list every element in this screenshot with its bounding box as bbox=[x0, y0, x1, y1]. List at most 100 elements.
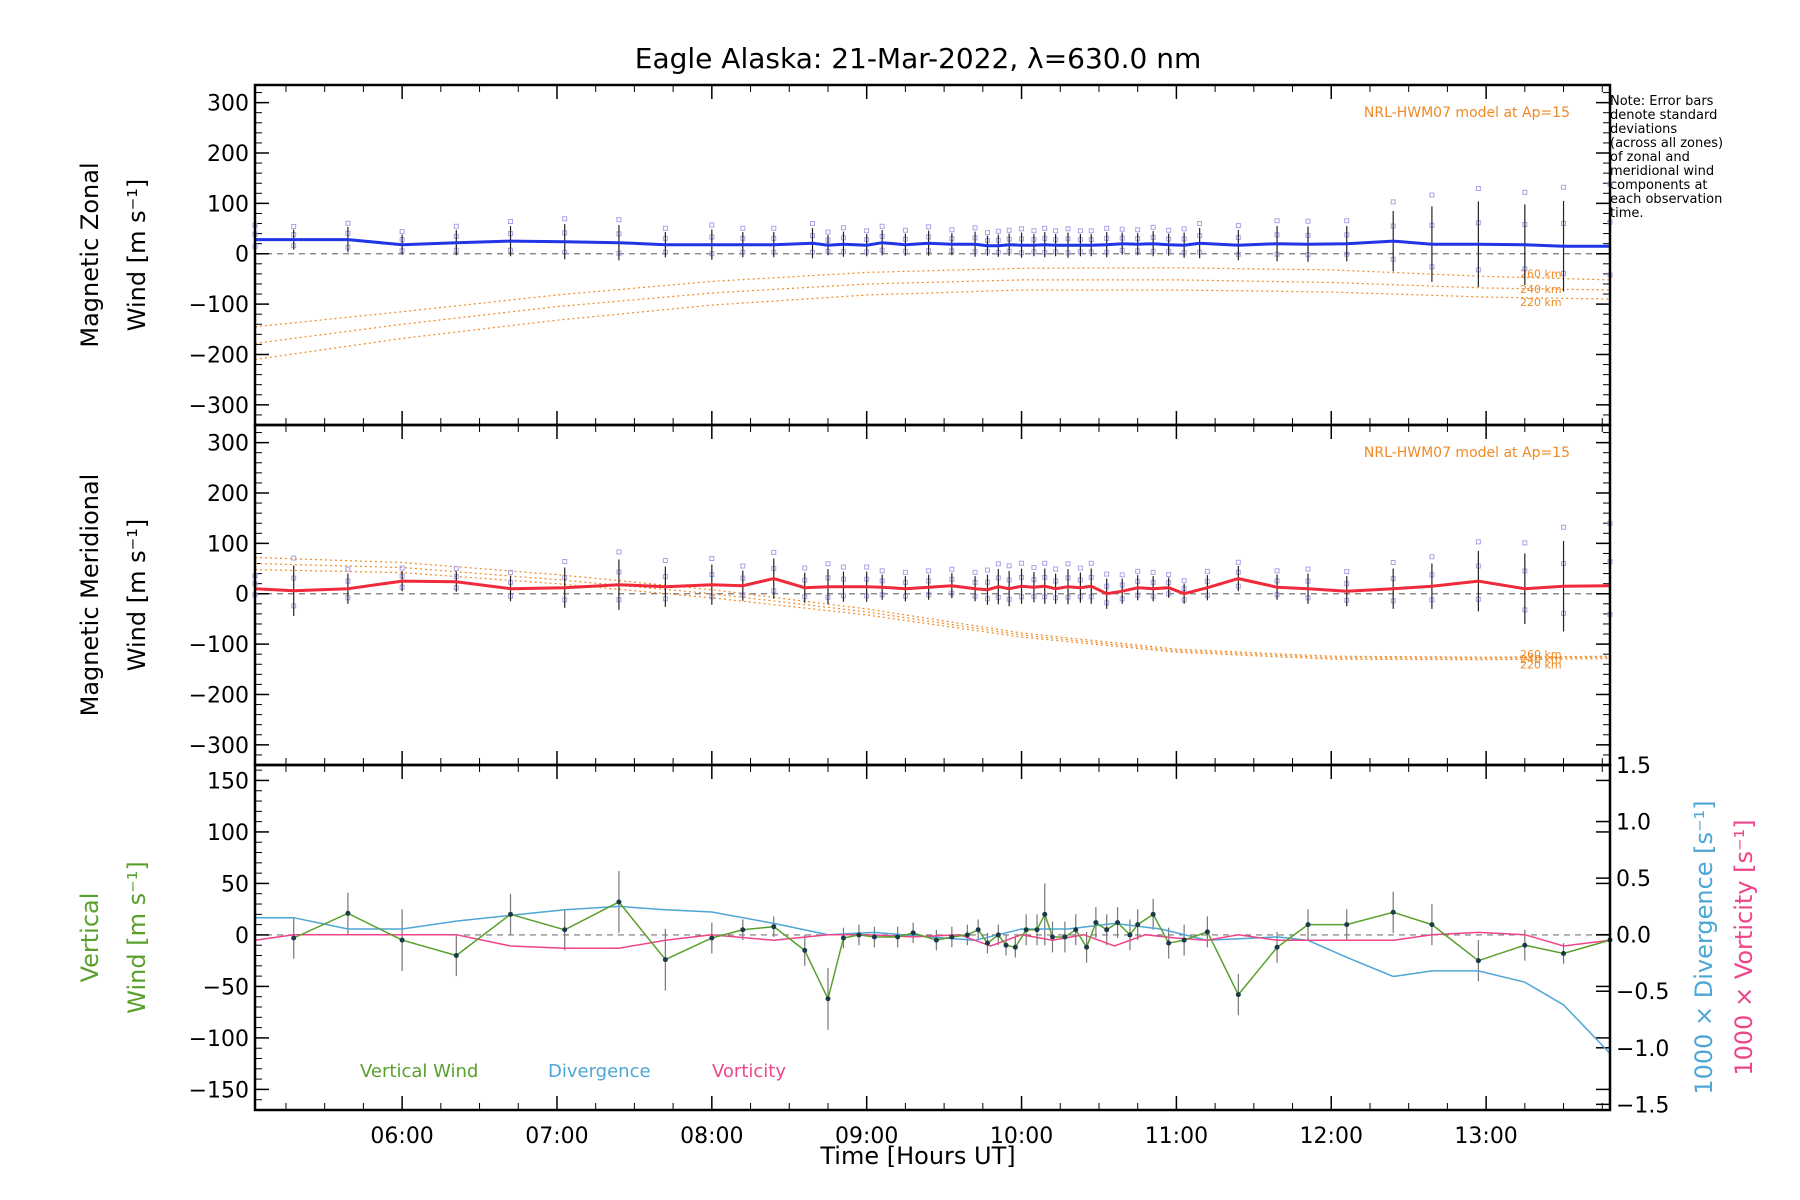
y-tick-label: −150 bbox=[189, 1078, 249, 1103]
vertical-wind-point bbox=[1093, 920, 1099, 926]
note-line: (across all zones) bbox=[1610, 136, 1723, 151]
zone-point bbox=[949, 227, 955, 233]
y-tick-label: −200 bbox=[189, 683, 249, 708]
zone-point bbox=[345, 220, 351, 226]
vorticity-line bbox=[254, 931, 1611, 949]
zone-point bbox=[1204, 568, 1210, 574]
zone-point bbox=[771, 225, 777, 231]
x-tick-label: 07:00 bbox=[525, 1124, 588, 1149]
y-axis-title: Magnetic Zonal bbox=[76, 162, 104, 347]
zone-point bbox=[1053, 566, 1059, 572]
zone-point bbox=[1561, 184, 1567, 190]
zone-point bbox=[1181, 226, 1187, 232]
vertical-wind-point bbox=[949, 934, 955, 940]
note-line: of zonal and bbox=[1610, 150, 1690, 165]
y-tick-label: 0 bbox=[235, 924, 249, 949]
vertical-wind-point bbox=[995, 932, 1001, 938]
right-y-tick-label: 1.5 bbox=[1616, 754, 1651, 779]
vertical-wind-point bbox=[1181, 937, 1187, 943]
zone-point bbox=[453, 566, 459, 572]
y-tick-label: −100 bbox=[189, 1027, 249, 1052]
zone-point bbox=[984, 230, 990, 236]
altitude-label: 260 km bbox=[1520, 267, 1562, 280]
y-axis-title: Wind [m s⁻¹] bbox=[123, 861, 151, 1013]
y-tick-label: −100 bbox=[189, 633, 249, 658]
note-line: each observation bbox=[1610, 192, 1722, 207]
zone-point bbox=[1561, 524, 1567, 530]
vertical-wind-line bbox=[293, 901, 1611, 1001]
zone-point bbox=[1006, 563, 1012, 569]
zone-point bbox=[879, 568, 885, 574]
y-axis-title: Wind [m s⁻¹] bbox=[123, 519, 151, 671]
zone-point bbox=[902, 569, 908, 575]
zone-point bbox=[399, 229, 405, 235]
zone-point bbox=[1274, 568, 1280, 574]
legend-item: Vorticity bbox=[712, 1061, 786, 1082]
altitude-label: 240 km bbox=[1520, 653, 1562, 666]
vertical-wind-point bbox=[910, 930, 916, 936]
y-tick-label: −100 bbox=[189, 293, 249, 318]
x-tick-label: 12:00 bbox=[1300, 1124, 1363, 1149]
altitude-label: 220 km bbox=[1520, 296, 1562, 309]
zone-point bbox=[1475, 539, 1481, 545]
altitude-label: 220 km bbox=[1520, 659, 1562, 672]
y-tick-label: −300 bbox=[189, 734, 249, 759]
zone-point bbox=[984, 567, 990, 573]
right-y-axis-title-part: 1000 × Vorticity bbox=[1730, 873, 1758, 1076]
y-tick-label: 300 bbox=[207, 432, 249, 457]
model-curve bbox=[254, 289, 1611, 361]
y-axis-title-part: Wind bbox=[123, 946, 151, 1014]
vertical-wind-point bbox=[984, 940, 990, 946]
vertical-wind-point bbox=[453, 953, 459, 959]
vertical-wind-point bbox=[975, 927, 981, 933]
zone-point bbox=[1077, 228, 1083, 234]
x-tick-label: 11:00 bbox=[1145, 1124, 1208, 1149]
y-axis-title: Vertical bbox=[76, 893, 104, 983]
right-y-tick-label: 0.0 bbox=[1616, 924, 1651, 949]
zone-point bbox=[399, 565, 405, 571]
zone-point bbox=[840, 564, 846, 570]
vertical-wind-point bbox=[1166, 940, 1172, 946]
y-tick-label: −300 bbox=[189, 394, 249, 419]
zone-point bbox=[1077, 565, 1083, 571]
zone-point bbox=[1305, 566, 1311, 572]
zone-point bbox=[1019, 560, 1025, 566]
vertical-wind-point bbox=[933, 937, 939, 943]
vertical-wind-point bbox=[1042, 911, 1048, 917]
right-y-axis-title-divergence: 1000 × Divergence [s⁻¹] bbox=[1690, 800, 1718, 1094]
vertical-wind-point bbox=[1012, 944, 1018, 950]
y-tick-label: 100 bbox=[207, 821, 249, 846]
zone-point bbox=[616, 549, 622, 555]
y-tick-label: −50 bbox=[203, 975, 249, 1000]
vertical-wind-point bbox=[1003, 942, 1009, 948]
vertical-wind-point bbox=[771, 924, 777, 930]
zone-point bbox=[926, 568, 932, 574]
vertical-wind-point bbox=[562, 927, 568, 933]
zone-point bbox=[1429, 554, 1435, 560]
panel-frame bbox=[253, 83, 1612, 427]
zone-point bbox=[1042, 225, 1048, 231]
vertical-wind-point bbox=[1084, 944, 1090, 950]
vertical-wind-point bbox=[1150, 911, 1156, 917]
vertical-wind-point bbox=[345, 910, 351, 916]
note-line: time. bbox=[1610, 206, 1644, 221]
zone-point bbox=[1042, 560, 1048, 566]
right-y-tick-label: 1.0 bbox=[1616, 811, 1651, 836]
vertical-wind-point bbox=[399, 937, 405, 943]
zone-point bbox=[1088, 228, 1094, 234]
model-curve bbox=[254, 569, 1611, 661]
zone-point bbox=[709, 555, 715, 561]
zone-point bbox=[1390, 199, 1396, 205]
vertical-wind-point bbox=[1023, 927, 1029, 933]
zone-point bbox=[1031, 228, 1037, 234]
zone-point bbox=[840, 225, 846, 231]
zone-point bbox=[1065, 561, 1071, 567]
note-line: Note: Error bars bbox=[1610, 94, 1714, 109]
vertical-wind-point bbox=[1135, 922, 1141, 928]
vertical-wind-point bbox=[1561, 950, 1567, 956]
vertical-wind-point bbox=[964, 932, 970, 938]
zone-point bbox=[662, 225, 668, 231]
y-tick-label: 0 bbox=[235, 243, 249, 268]
zone-point bbox=[949, 566, 955, 572]
right-y-axis-title-vorticity: 1000 × Vorticity [s⁻¹] bbox=[1730, 819, 1758, 1075]
